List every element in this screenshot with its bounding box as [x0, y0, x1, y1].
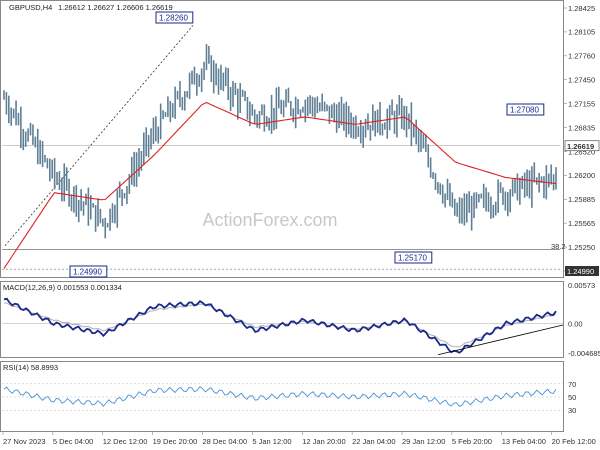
ohlc-label: 1.26612 1.26627 1.26606 1.26619 — [58, 3, 173, 12]
ma-line — [3, 101, 557, 269]
macd-label: MACD(12,26,9) 0.001553 0.001334 — [3, 283, 122, 292]
high-label: 1.28260 — [159, 14, 188, 23]
rsi-axis-t30: 30 — [568, 406, 576, 415]
current-price-label: 1.26619 — [567, 142, 594, 151]
time-label: 13 Feb 04:00 — [502, 437, 546, 446]
price-tick-label: 1.26200 — [568, 171, 595, 180]
moving-average — [3, 101, 557, 269]
price-tick-label: 1.28105 — [568, 28, 595, 37]
macd-axis-top: 0.00573 — [568, 281, 595, 290]
time-label: 12 Jan 20:00 — [302, 437, 345, 446]
price-tick-label: 1.25885 — [568, 195, 595, 204]
current-price-box — [564, 140, 600, 152]
price-tick-label: 1.28425 — [568, 4, 595, 13]
time-label: 28 Dec 04:00 — [203, 437, 248, 446]
macd-panel[interactable] — [0, 281, 564, 358]
macd-line — [3, 297, 557, 354]
price-tick-label: 1.25565 — [568, 219, 595, 228]
price-bars — [3, 43, 557, 239]
symbol-label: GBPUSD,H4 — [9, 3, 52, 12]
trend-dotted — [4, 25, 194, 246]
rsi-plot — [2, 383, 563, 411]
rsi-label: RSI(14) 58.8993 — [3, 363, 58, 372]
time-label: 5 Dec 04:00 — [53, 437, 93, 446]
rsi-line — [3, 385, 557, 407]
price-tick-label: 1.25250 — [568, 243, 595, 252]
time-label: 12 Dec 12:00 — [103, 437, 148, 446]
high-label-box — [155, 11, 194, 24]
time-label: 29 Jan 12:00 — [402, 437, 445, 446]
rsi-panel[interactable] — [0, 361, 564, 432]
rsi-axis-t70: 70 — [568, 380, 576, 389]
low-nov-label-box — [69, 265, 108, 278]
axes: 1.28425 1.28105 1.27760 1.27450 1.27155 1.268… — [2, 4, 600, 446]
time-label: 5 Jan 12:00 — [252, 437, 291, 446]
price-tick-label: 1.27450 — [568, 76, 595, 85]
price-tick-label: 1.27760 — [568, 52, 595, 61]
low-feb-label: 1.25170 — [398, 254, 427, 263]
price-tick-label: 1.26520 — [568, 147, 595, 156]
macd-axis-zero: 0.00 — [568, 320, 583, 329]
time-label: 20 Feb 12:00 — [552, 437, 596, 446]
fib-label: 38.2 — [551, 242, 566, 251]
low-feb-label-box — [394, 251, 433, 264]
feb-high-label: 1.27080 — [510, 106, 539, 115]
time-label: 5 Feb 20:00 — [452, 437, 492, 446]
time-label: 19 Dec 20:00 — [153, 437, 198, 446]
time-label: 27 Nov 2023 — [3, 437, 46, 446]
macd-plot — [2, 297, 564, 356]
price-tick-label: 1.26835 — [568, 123, 595, 132]
low-price-box — [565, 266, 599, 276]
low-price-label: 1.24990 — [567, 267, 594, 276]
time-label: 22 Jan 04:00 — [352, 437, 395, 446]
price-annotations: 1.28260 1.24990 1.25170 1.27080 — [69, 11, 545, 278]
feb-high-label-box — [506, 103, 545, 116]
rsi-axis-t50: 50 — [568, 393, 576, 402]
price-tick-label: 1.27155 — [568, 99, 595, 108]
macd-axis-bottom: -0.004685 — [568, 349, 600, 358]
macd-trendline — [437, 324, 564, 356]
low-nov-label: 1.24990 — [73, 268, 102, 277]
price-panel[interactable] — [0, 0, 564, 278]
watermark: ActionForex.com — [202, 210, 337, 230]
